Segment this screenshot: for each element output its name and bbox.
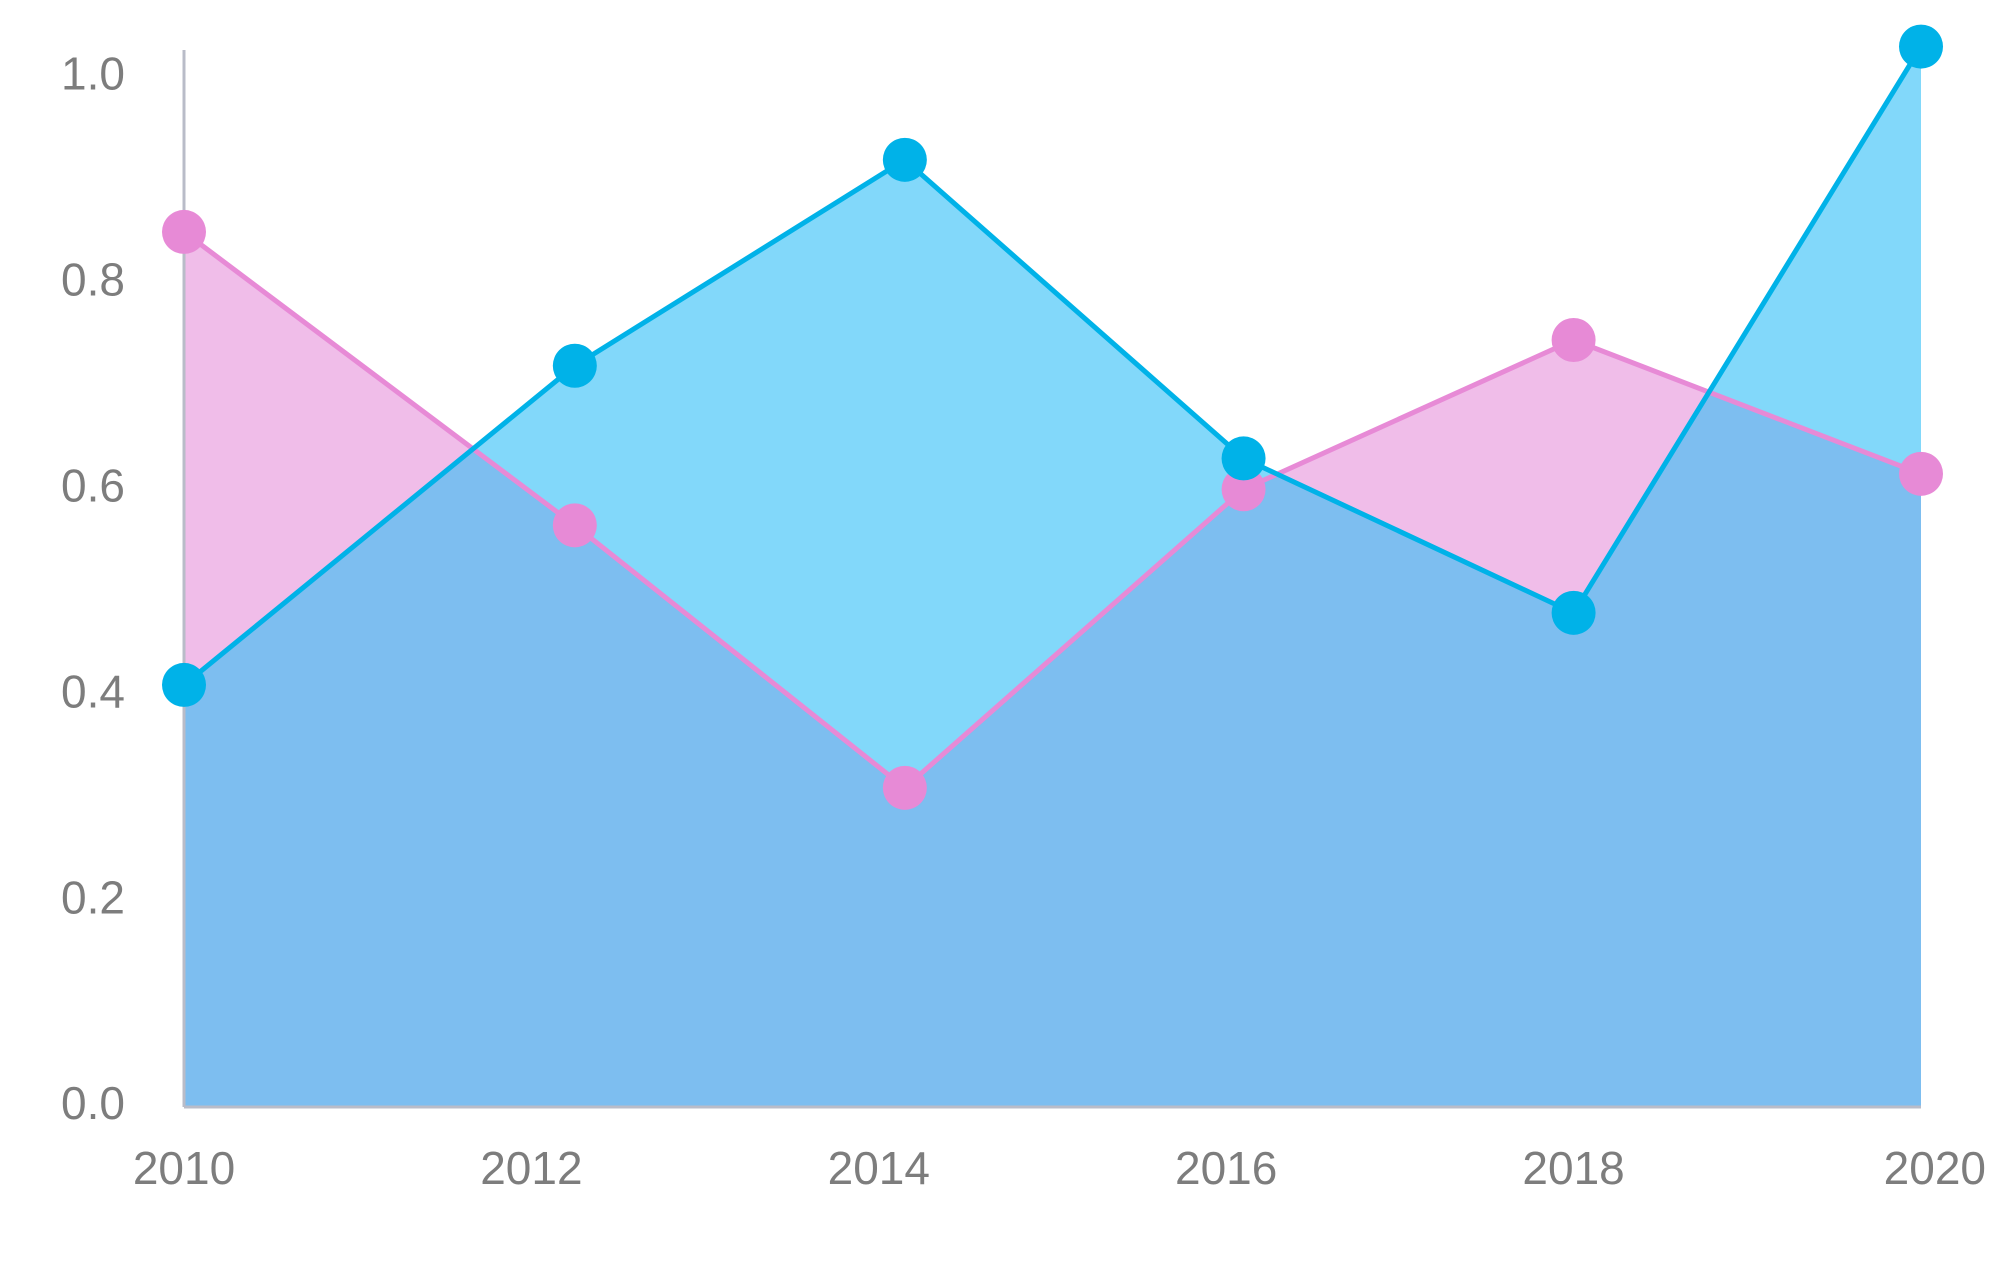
data-point-series-1-5 — [1551, 318, 1596, 363]
data-point-series-2-3 — [882, 137, 927, 182]
line-layer — [181, 44, 1924, 791]
data-point-series-2-1 — [162, 662, 206, 707]
x-tick-label: 2010 — [133, 1142, 235, 1194]
x-tick-label: 2018 — [1522, 1142, 1624, 1194]
data-point-series-1-4 — [1221, 467, 1266, 512]
y-tick-label: 1.0 — [61, 48, 125, 100]
series-line-1 — [181, 229, 1924, 791]
x-tick-label: 2012 — [480, 1142, 582, 1194]
data-point-series-1-3 — [882, 765, 927, 810]
data-point-series-1-2 — [552, 503, 597, 548]
data-point-series-2-4 — [1221, 436, 1266, 481]
x-tick-label: 2020 — [1884, 1142, 1986, 1194]
data-point-series-1-6 — [1899, 451, 1943, 496]
y-tick-label: 0.6 — [61, 459, 125, 511]
y-tick-label: 0.0 — [61, 1077, 125, 1129]
x-tick-label: 2014 — [828, 1142, 930, 1194]
tick-label-layer: 0.0 0.2 0.4 0.6 0.8 1.0 2010 2012 2014 2016 2018 20… — [61, 48, 1986, 1195]
x-tick-label: 2016 — [1175, 1142, 1277, 1194]
data-point-series-2-6 — [1899, 24, 1943, 69]
data-point-series-2-5 — [1551, 590, 1596, 635]
area-layer — [184, 46, 1921, 1108]
series-line-2 — [181, 44, 1924, 688]
data-point-series-1-1 — [162, 209, 206, 254]
y-tick-label: 0.2 — [61, 871, 125, 923]
data-point-series-2-2 — [552, 343, 597, 388]
point-layer — [162, 24, 1943, 810]
y-tick-label: 0.4 — [61, 665, 125, 717]
area-overlap — [184, 392, 1921, 1108]
y-tick-label: 0.8 — [61, 254, 125, 306]
